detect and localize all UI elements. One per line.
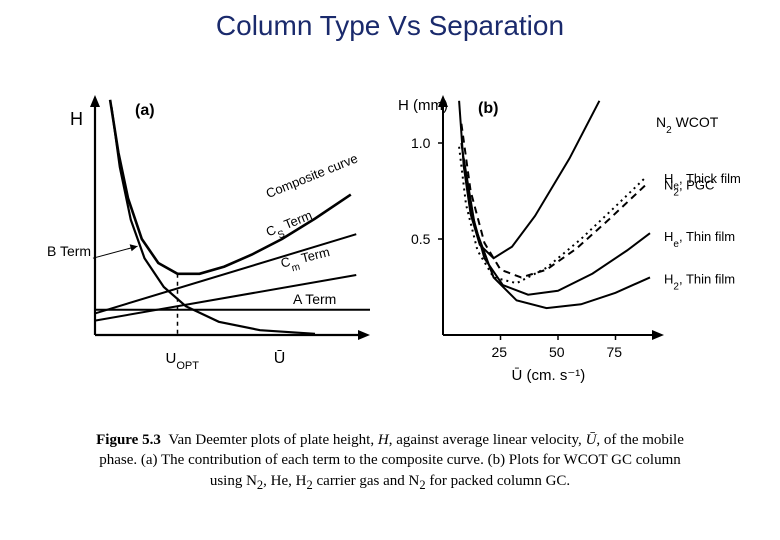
panel-a-b-term-label: B Term [47,243,91,259]
panel-a-svg: H (a) Composite curve CS TermCm Term A Term B… [40,80,385,400]
panel-a-y-label: H [70,109,83,129]
caption-text-3c: carrier gas and N [313,473,420,489]
panel-b-curve-he_thin [461,143,650,295]
panel-b-legend-n2pgc: N2, PGC [664,178,714,199]
caption-text-2: phase. (a) The contribution of each term… [99,452,681,468]
panel-a-composite-label: Composite curve [264,151,360,201]
caption-text-3b: , He, H [263,473,306,489]
panel-a-a-term-label: A Term [293,291,336,307]
panel-b-label: (b) [478,100,498,117]
panel-a-label: (a) [135,102,155,119]
caption-text-1a: Van Deemter plots of plate height, [168,432,378,448]
panel-a-cm-label: Cm Term [279,244,332,276]
figure-caption: Figure 5.3 Van Deemter plots of plate he… [70,430,710,493]
panel-a-cs-label: CS Term [264,207,316,244]
panel-b-x-arrow [652,330,664,340]
panel-b-x-label: Ū (cm. s⁻¹) [512,367,586,384]
caption-U: Ū [586,432,597,448]
panel-b-ytick-label: 1.0 [411,135,431,151]
caption-text-1b: , against average linear velocity, [389,432,586,448]
panel-b-y-label: H (mm) [398,97,448,114]
panel-b-legend-h2thin: H2, Thin film [664,271,735,292]
caption-text-3a: using N [210,473,257,489]
panel-a-x-label: Ū [274,349,286,367]
panel-b-curve-n2_wcot [459,101,599,258]
panel-a-y-arrow [90,95,100,107]
panel-b-legend-hethin: He, Thin film [664,229,735,250]
panel-b-xtick-label: 50 [549,344,565,360]
caption-fig-num: Figure 5.3 [96,432,161,448]
caption-text-1c: , of the mobile [596,432,683,448]
panel-b-ytick-label: 0.5 [411,231,431,247]
panel-a-b-term-arrowhead [130,244,138,251]
caption-text-3d: for packed column GC. [426,473,571,489]
panel-b-svg: H (mm) (b) 0.5 1.0 25 50 75 Ū (cm. s⁻¹) N2 WCOT H… [395,80,740,400]
chart-panels: H (a) Composite curve CS TermCm Term A Term B… [40,80,740,400]
panel-a-x-arrow [358,330,370,340]
panel-a: H (a) Composite curve CS TermCm Term A Term B… [40,80,385,400]
panel-b: H (mm) (b) 0.5 1.0 25 50 75 Ū (cm. s⁻¹) N2 WCOT H… [395,80,740,400]
panel-b-xtick-label: 25 [492,344,508,360]
caption-H: H [378,432,389,448]
panel-a-uopt-label: UOPT [166,350,200,372]
panel-b-xtick-label: 75 [607,344,623,360]
panel-b-legend-n2wcot: N2 WCOT [656,114,719,136]
page-title: Column Type Vs Separation [0,10,780,42]
